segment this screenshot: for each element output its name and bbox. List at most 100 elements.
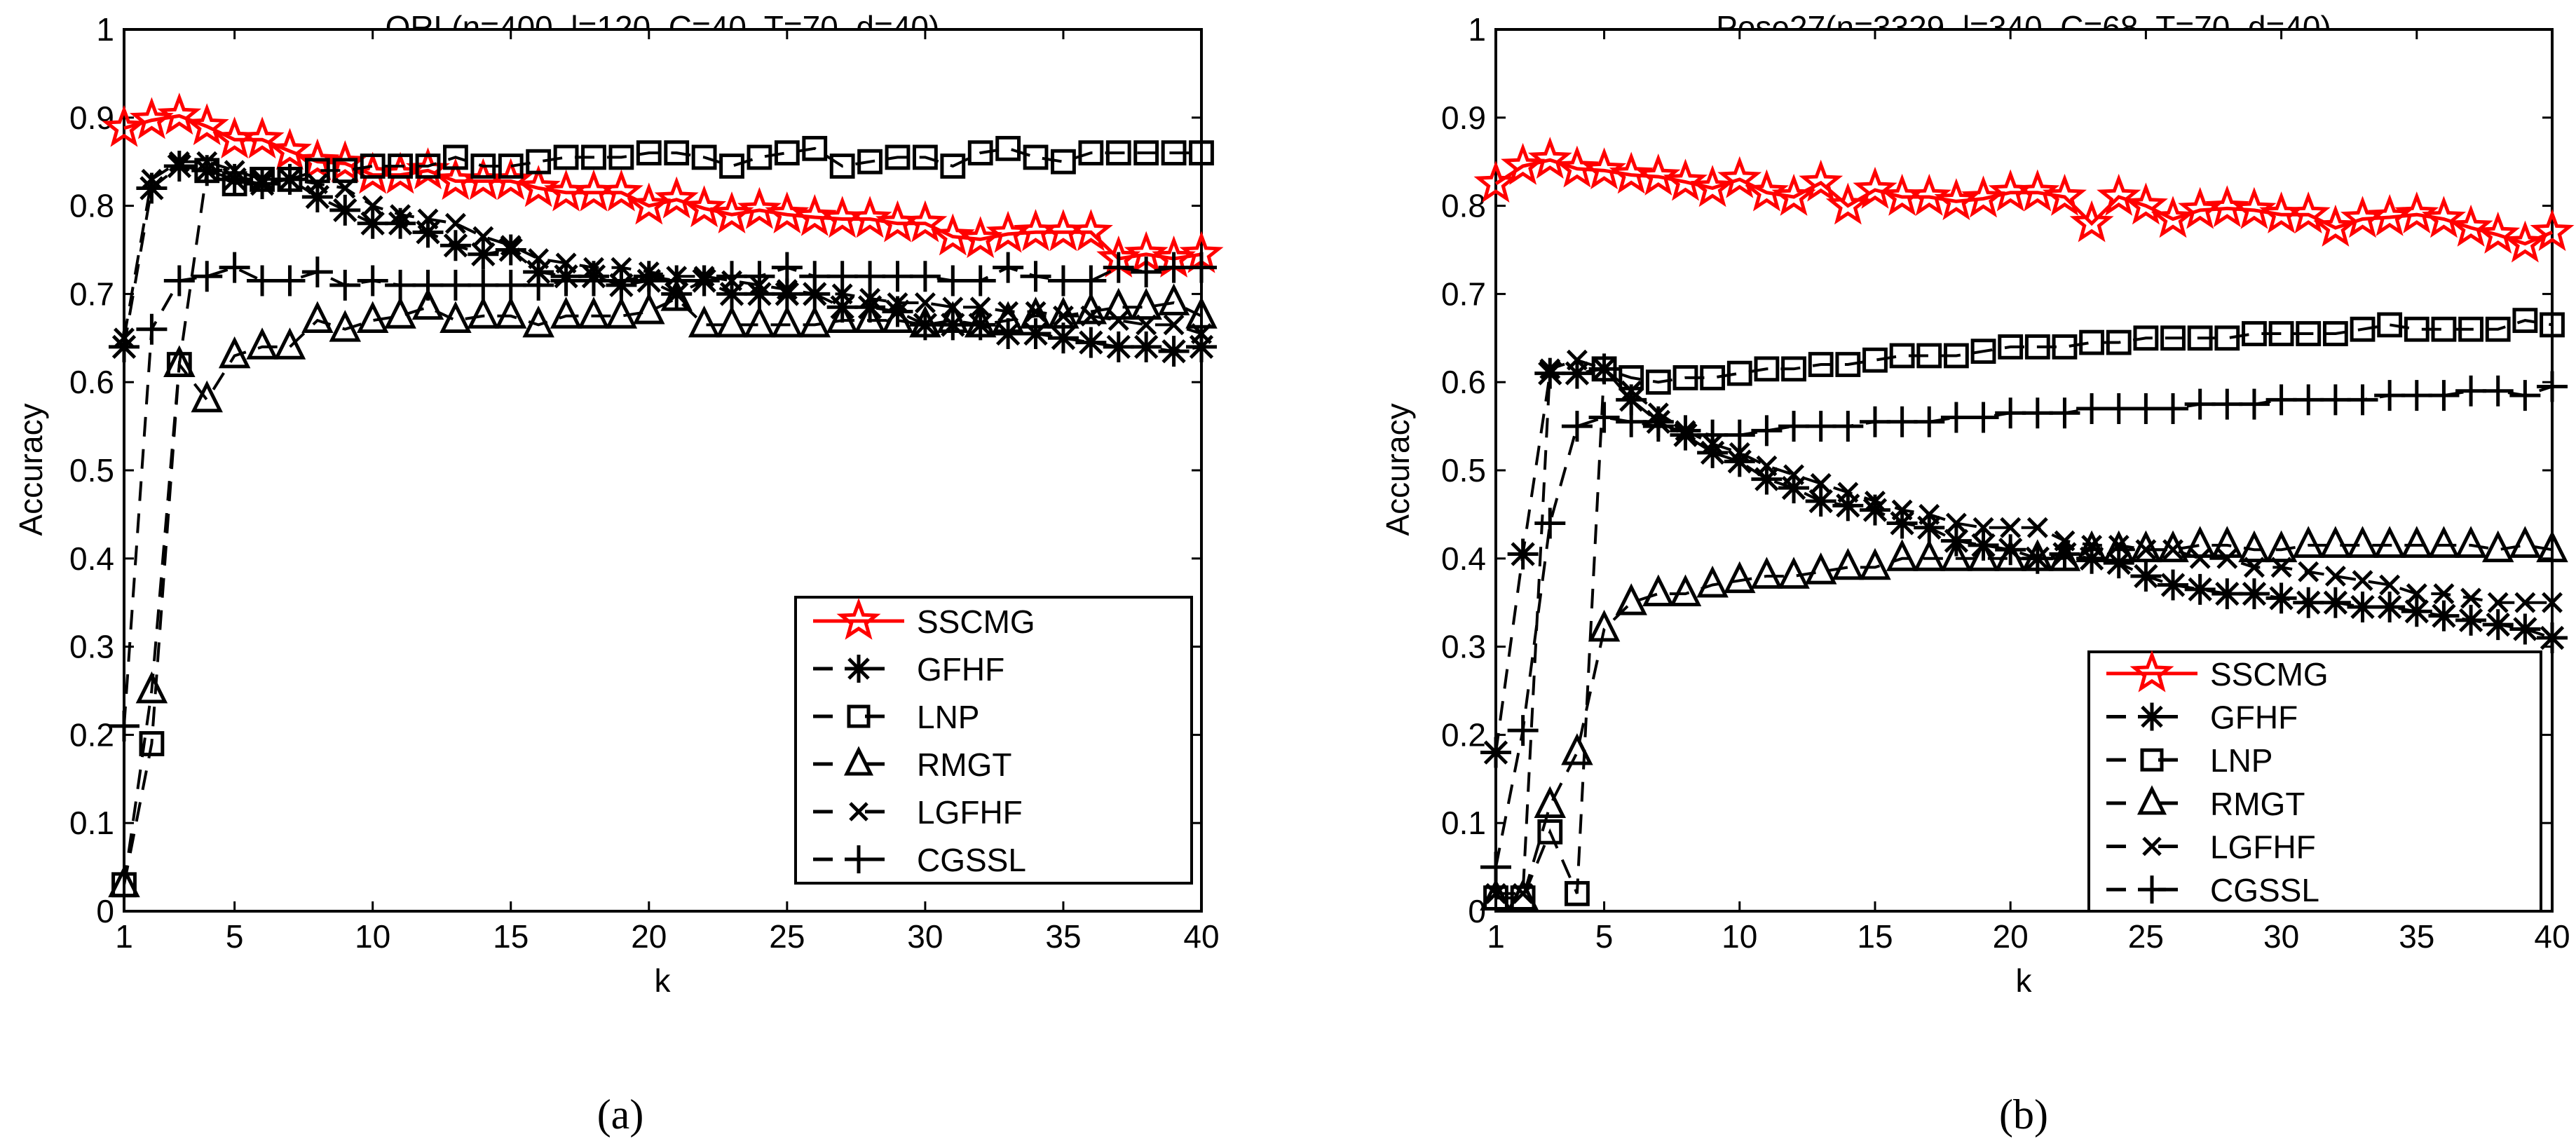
asterisk-marker	[439, 230, 471, 261]
square-marker	[829, 154, 855, 179]
square-marker	[360, 154, 386, 179]
square-marker	[691, 144, 717, 170]
star-marker	[2151, 196, 2195, 238]
plus-marker	[1751, 415, 1783, 446]
y-axis-label: Accuracy	[13, 403, 49, 536]
square-marker	[1133, 140, 1159, 166]
triangle-marker	[246, 327, 278, 360]
y-tick-label: 0.1	[69, 805, 114, 841]
asterisk-marker	[1075, 327, 1107, 358]
square-marker	[443, 144, 468, 170]
y-tick-label: 0.1	[1441, 805, 1486, 841]
x-tick-label: 1	[115, 918, 133, 955]
x-marker-icon	[2135, 539, 2157, 561]
y-tick-label: 0.6	[69, 364, 114, 400]
legend-item: RMGT	[813, 746, 1011, 783]
asterisk-marker	[845, 655, 873, 683]
legend-item: GFHF	[2106, 700, 2298, 736]
asterisk-marker	[1186, 331, 1217, 362]
triangle-marker	[936, 301, 969, 334]
x-tick-label: 20	[631, 918, 667, 955]
y-tick-label: 0.5	[69, 452, 114, 489]
asterisk-marker	[2265, 582, 2297, 614]
plus-marker	[1561, 411, 1593, 442]
star-marker	[2448, 204, 2493, 247]
star-marker	[2097, 173, 2141, 216]
square-marker	[1998, 334, 2024, 360]
x-tick-label: 10	[355, 918, 390, 955]
star-marker	[2123, 182, 2168, 225]
asterisk-marker	[301, 182, 333, 213]
x-marker-icon	[417, 208, 439, 230]
x-marker-icon	[942, 296, 964, 318]
series-line	[123, 160, 1202, 339]
x-marker-icon	[2460, 587, 2482, 609]
legend-label: GFHF	[2210, 700, 2298, 736]
legend-label: LNP	[2210, 742, 2272, 779]
x-marker-icon	[1566, 349, 1588, 371]
x-tick-label: 35	[2399, 918, 2434, 955]
plus-marker	[661, 265, 693, 296]
legend-item: CGSSL	[2106, 872, 2319, 908]
asterisk-marker	[1697, 437, 1729, 468]
plus-marker	[1670, 415, 1701, 446]
x-axis-label: k	[655, 962, 672, 999]
star-marker	[930, 213, 975, 256]
square-marker	[553, 144, 579, 170]
x-marker-icon	[887, 292, 908, 313]
triangle-marker	[494, 296, 527, 329]
square-marker	[995, 135, 1021, 161]
asterisk-marker	[882, 296, 913, 327]
triangle-marker	[1724, 561, 1756, 594]
plus-marker	[578, 265, 609, 296]
square-marker	[2350, 316, 2376, 342]
triangle-marker	[854, 301, 886, 334]
triangle-marker	[2157, 530, 2189, 563]
asterisk-marker	[1131, 331, 1162, 362]
square-marker	[2458, 316, 2483, 342]
square-marker	[470, 154, 496, 179]
legend-label: LGFHF	[917, 794, 1023, 831]
star-marker	[2069, 200, 2114, 243]
asterisk-marker	[2238, 578, 2270, 610]
x-marker-icon	[804, 283, 826, 305]
star-marker	[2042, 173, 2087, 216]
y-tick-label: 0.7	[1441, 275, 1486, 312]
star-marker	[1582, 147, 1627, 190]
x-tick-label: 40	[2534, 918, 2570, 955]
triangle-marker	[1750, 557, 1783, 589]
legend-box	[794, 596, 1193, 885]
plus-marker	[2347, 384, 2378, 416]
x-marker-icon	[390, 204, 411, 226]
x-tick-label: 30	[2263, 918, 2299, 955]
x-marker-icon	[2026, 517, 2048, 538]
asterisk-marker	[163, 150, 195, 182]
plus-marker	[716, 261, 748, 292]
x-marker-icon	[997, 301, 1019, 322]
square-marker	[747, 144, 772, 170]
y-tick-label: 0.4	[1441, 540, 1486, 577]
x-marker-icon	[1163, 314, 1185, 336]
x-marker-icon	[1810, 472, 1832, 494]
x-marker-icon	[1052, 305, 1074, 327]
plus-marker	[1697, 419, 1729, 451]
star-marker	[836, 597, 881, 640]
x-marker-icon	[1621, 380, 1642, 402]
asterisk-marker	[937, 309, 969, 341]
plus-marker	[2319, 384, 2351, 416]
legend-item: LNP	[813, 699, 979, 735]
triangle-marker	[771, 305, 803, 338]
plus-marker	[2509, 380, 2541, 411]
square-marker	[1023, 144, 1049, 170]
x-marker-icon	[1945, 512, 1967, 534]
plus-marker	[993, 252, 1024, 283]
asterisk-marker	[385, 207, 416, 239]
series-lnp	[1483, 308, 2565, 911]
square-marker	[2322, 321, 2348, 346]
triangle-marker	[1480, 878, 1512, 911]
x-marker-icon	[2216, 547, 2238, 569]
series-line	[1496, 319, 2553, 900]
square-marker	[2512, 308, 2538, 334]
x-marker-icon	[306, 173, 328, 195]
square-marker	[2052, 334, 2078, 360]
